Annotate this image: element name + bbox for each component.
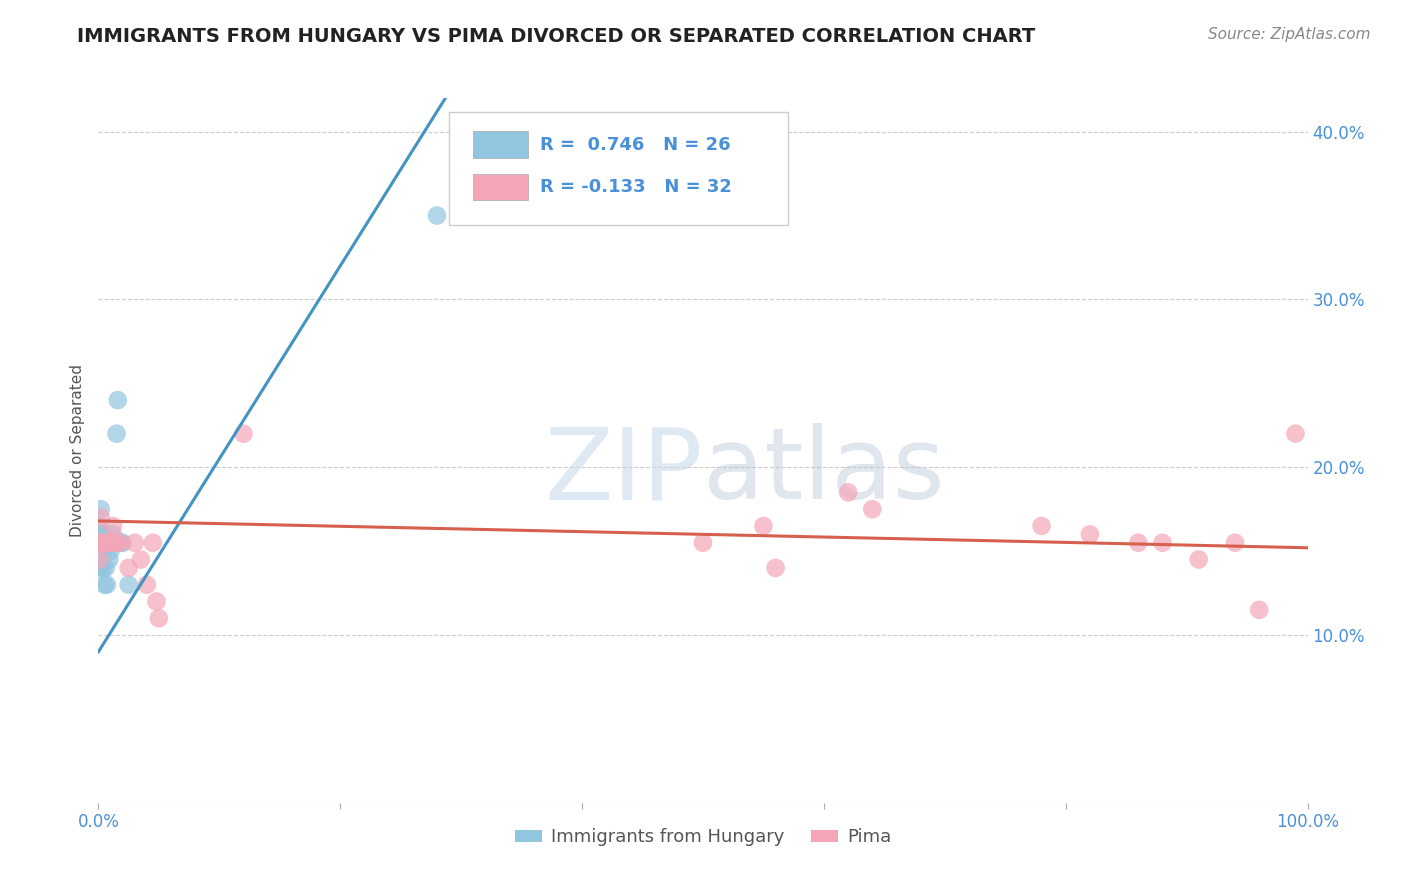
Point (90, 510, 112, 524)
Point (108, 535, 131, 549)
Point (98, 552, 121, 566)
Text: R =  0.746   N = 26: R = 0.746 N = 26 (540, 136, 730, 153)
Point (97, 535, 120, 549)
Point (752, 519, 775, 533)
Point (111, 535, 134, 549)
Point (101, 527, 124, 541)
Point (91, 561, 114, 575)
Point (89, 535, 111, 549)
Text: Source: ZipAtlas.com: Source: ZipAtlas.com (1208, 27, 1371, 42)
Point (1128, 535, 1150, 549)
Point (232, 426, 254, 441)
Point (692, 535, 714, 549)
Point (89, 535, 111, 549)
Legend: Immigrants from Hungary, Pima: Immigrants from Hungary, Pima (508, 822, 898, 854)
Point (1249, 603, 1271, 617)
Point (1152, 535, 1174, 549)
Point (91, 535, 114, 549)
Point (142, 535, 165, 549)
Point (118, 577, 141, 591)
Point (765, 561, 787, 575)
Point (94, 561, 117, 575)
Point (145, 594, 167, 608)
Point (1223, 535, 1246, 549)
Point (124, 535, 146, 549)
Point (426, 209, 449, 223)
Point (100, 535, 122, 549)
Text: ZIP: ZIP (544, 423, 703, 520)
Point (108, 535, 131, 549)
Point (105, 426, 128, 441)
Point (837, 485, 859, 500)
Point (860, 502, 883, 516)
FancyBboxPatch shape (449, 112, 787, 225)
Point (103, 535, 125, 549)
Point (93, 577, 115, 591)
Point (104, 535, 127, 549)
Point (89, 519, 111, 533)
Y-axis label: Divorced or Separated: Divorced or Separated (70, 364, 86, 537)
Point (93, 535, 115, 549)
Point (129, 552, 152, 566)
Point (103, 535, 125, 549)
Point (148, 611, 170, 625)
Point (90, 527, 112, 541)
Point (89, 535, 111, 549)
Point (118, 561, 141, 575)
Point (93, 535, 115, 549)
Text: atlas: atlas (703, 423, 945, 520)
Point (135, 577, 157, 591)
Text: IMMIGRANTS FROM HUNGARY VS PIMA DIVORCED OR SEPARATED CORRELATION CHART: IMMIGRANTS FROM HUNGARY VS PIMA DIVORCED… (77, 27, 1036, 45)
Point (96, 577, 118, 591)
Point (105, 535, 128, 549)
Point (89, 561, 111, 575)
Point (100, 535, 122, 549)
Point (101, 519, 124, 533)
Point (1284, 426, 1306, 441)
FancyBboxPatch shape (474, 174, 527, 201)
Point (97, 535, 120, 549)
Text: R = -0.133   N = 32: R = -0.133 N = 32 (540, 178, 731, 196)
Point (100, 544, 122, 558)
Point (1078, 527, 1101, 541)
FancyBboxPatch shape (474, 131, 527, 158)
Point (89, 552, 111, 566)
Point (1188, 552, 1211, 566)
Point (90, 502, 112, 516)
Point (1031, 519, 1053, 533)
Point (107, 393, 129, 408)
Point (91, 544, 114, 558)
Point (91, 527, 114, 541)
